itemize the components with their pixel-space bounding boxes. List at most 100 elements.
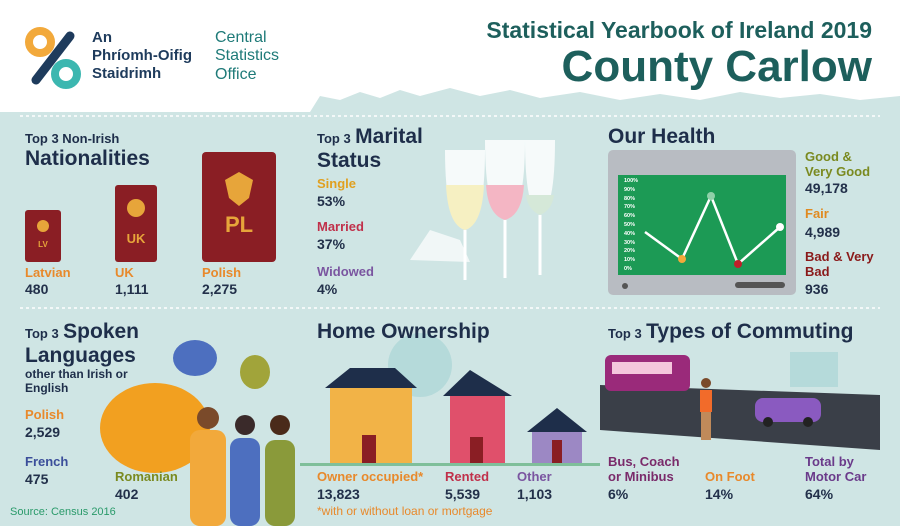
road-scene-shape (790, 352, 838, 387)
houses-shape (527, 408, 587, 432)
heading: Our Health (608, 125, 716, 148)
road-scene-shape (700, 390, 712, 412)
logo-line: Office (215, 65, 257, 83)
item-name: Fair (805, 206, 829, 221)
monitor-shape (735, 282, 785, 288)
screen-tick: 50% (624, 222, 636, 228)
road-scene-shape (612, 362, 672, 374)
item-value: 480 (25, 281, 49, 297)
wine-glasses-shape (526, 195, 554, 215)
houses-shape (325, 368, 417, 388)
heading: Types of Commuting (646, 320, 854, 343)
logo-line: Statistics (215, 47, 280, 65)
item-name: Bad & Very Bad (805, 249, 874, 279)
item-value: 936 (805, 281, 829, 297)
logo (25, 27, 81, 89)
item-value: 6% (608, 486, 629, 502)
item-name: Other (517, 469, 552, 484)
screen-tick: 90% (624, 186, 636, 193)
heading: Home Ownership (317, 320, 490, 343)
road-scene (600, 352, 880, 450)
passports: LV UK PL (25, 152, 276, 262)
heading: Marital Status (317, 125, 423, 173)
monitor (608, 150, 796, 295)
item-name: Widowed (317, 264, 374, 279)
houses-shape (300, 463, 600, 466)
logo-line: Phríomh-Oifig (92, 47, 192, 64)
road-scene-shape (755, 398, 821, 422)
speech-and-people-shape (197, 407, 219, 429)
screen-tick: 10% (624, 257, 636, 264)
item-name: Romanian (115, 469, 178, 484)
heading: Spoken Languages (25, 320, 140, 368)
speech-and-people-shape (173, 340, 217, 376)
item-name: On Foot (705, 469, 755, 484)
passports-shape (37, 220, 49, 232)
logo-line: Staidrimh (92, 65, 162, 82)
item-value: 4,989 (805, 224, 841, 240)
item-name: French (25, 454, 69, 469)
kicker: Top 3 Non-Irish (25, 131, 120, 146)
wine-glasses-shape (410, 230, 470, 262)
kicker: Top 3 (317, 131, 351, 146)
kicker: Top 3 (608, 326, 642, 341)
screen-tick: 40% (624, 230, 636, 237)
footnote: *with or without loan or mortgage (317, 504, 493, 518)
item-name: Good & Very Good (805, 149, 871, 179)
monitor-shape (776, 223, 784, 231)
passports-shape (127, 199, 145, 217)
heading: Nationalities (25, 147, 150, 170)
item-value: 1,103 (517, 486, 553, 502)
speech-and-people-shape (235, 415, 255, 435)
road-scene-shape (701, 378, 711, 388)
speech-and-people-shape (190, 430, 226, 526)
title: Statistical Yearbook of Ireland 2019 (486, 17, 872, 43)
screen-tick: 20% (624, 248, 636, 255)
source: Source: Census 2016 (10, 506, 116, 518)
item-name: Married (317, 219, 364, 234)
screen-tick: 80% (624, 195, 636, 202)
item-value: 2,275 (202, 281, 238, 297)
speech-and-people (100, 340, 295, 526)
passport-code: UK (127, 231, 146, 246)
monitor-shape (618, 175, 786, 275)
item-value: 37% (317, 236, 346, 252)
subtitle: County Carlow (561, 42, 872, 91)
passports-shape (225, 172, 253, 206)
item-name: Bus, Coach or Minibus (608, 454, 680, 484)
passports-shape (115, 185, 157, 262)
item-value: 475 (25, 471, 49, 487)
item-name: Polish (25, 407, 65, 422)
item-name: Total by Motor Car (805, 454, 867, 484)
screen-tick: 70% (624, 204, 636, 211)
road-scene-shape (763, 417, 773, 427)
houses-shape (470, 437, 483, 463)
item-value: 1,111 (115, 281, 149, 297)
wine-glasses-shape (446, 185, 484, 230)
houses-shape (443, 370, 512, 396)
road-scene-shape (803, 417, 813, 427)
screen-tick: 30% (624, 239, 636, 246)
monitor-shape (622, 283, 628, 289)
item-name: Owner occupied* (317, 469, 424, 484)
wine-glasses-shape (486, 185, 524, 220)
item-name: Polish (202, 265, 242, 280)
logo-line: Central (215, 29, 267, 46)
logo-shape (31, 31, 75, 85)
item-name: UK (115, 265, 134, 280)
houses-shape (362, 435, 376, 463)
item-value: 13,823 (317, 486, 360, 502)
logo-line: An (92, 29, 112, 46)
item-value: 4% (317, 281, 338, 297)
heading-block: Top 3 Spoken Languages (25, 320, 155, 368)
item-value: 64% (805, 486, 834, 502)
item-value: 53% (317, 193, 346, 209)
passport-code: LV (38, 240, 48, 249)
speech-and-people-shape (230, 438, 260, 526)
logo-irish: An Phríomh-Oifig Staidrimh (92, 29, 192, 83)
logo-english: Central Statistics Office (215, 29, 279, 84)
houses (300, 333, 600, 466)
item-value: 2,529 (25, 424, 61, 440)
monitor-shape (734, 260, 742, 268)
speech-and-people-shape (270, 415, 290, 435)
